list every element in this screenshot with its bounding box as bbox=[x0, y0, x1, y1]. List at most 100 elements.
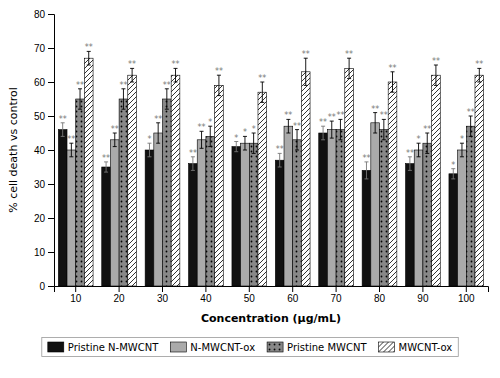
significance-star: ** bbox=[154, 115, 162, 124]
bar bbox=[301, 72, 310, 286]
y-tick: 10 bbox=[34, 247, 54, 258]
bar bbox=[284, 126, 293, 286]
y-tick-label: 40 bbox=[34, 145, 46, 156]
x-tick-label: 60 bbox=[287, 293, 299, 304]
x-axis: 102030405060708090100 bbox=[55, 286, 489, 304]
x-tick-label: 80 bbox=[374, 293, 386, 304]
error-bar bbox=[425, 133, 429, 153]
significance-star: ** bbox=[293, 122, 301, 131]
bar bbox=[163, 99, 172, 286]
error-bar bbox=[321, 126, 325, 140]
y-tick-mark bbox=[48, 14, 54, 15]
significance-star: ** bbox=[345, 50, 353, 59]
error-bar bbox=[252, 133, 256, 153]
error-bar bbox=[61, 123, 65, 137]
x-tick-label: 100 bbox=[458, 293, 475, 304]
x-tick-label: 40 bbox=[200, 293, 212, 304]
bar bbox=[380, 130, 389, 286]
legend-label: Pristine N-MWCNT bbox=[68, 342, 159, 353]
significance-star: ** bbox=[189, 149, 197, 158]
y-tick: 60 bbox=[34, 77, 54, 88]
error-bar bbox=[347, 58, 351, 78]
y-tick-mark bbox=[48, 82, 54, 83]
significance-star: ** bbox=[380, 111, 388, 120]
bar bbox=[275, 160, 284, 286]
error-bar bbox=[208, 126, 212, 146]
significance-star: ** bbox=[215, 67, 223, 76]
x-tick-mark bbox=[119, 286, 120, 292]
bar bbox=[362, 170, 371, 286]
bar bbox=[241, 143, 250, 286]
x-tick-mark bbox=[75, 286, 76, 292]
significance-star: ** bbox=[128, 60, 136, 69]
bar bbox=[189, 164, 198, 286]
y-axis-title: % cell death vs control bbox=[7, 87, 20, 213]
bar bbox=[145, 150, 154, 286]
error-bar bbox=[217, 75, 221, 95]
y-tick-mark bbox=[48, 184, 54, 185]
x-tick-mark bbox=[249, 286, 250, 292]
error-bar bbox=[469, 116, 473, 136]
y-tick-mark bbox=[48, 252, 54, 253]
legend-item: Pristine MWCNT bbox=[267, 342, 367, 353]
y-tick-mark bbox=[48, 286, 54, 287]
x-tick: 40 bbox=[200, 286, 212, 304]
significance-star: * bbox=[243, 128, 247, 137]
bar bbox=[449, 174, 458, 286]
y-tick: 70 bbox=[34, 43, 54, 54]
significance-star: * bbox=[252, 125, 256, 134]
significance-star: ** bbox=[389, 64, 397, 73]
bar bbox=[466, 126, 475, 286]
significance-star: ** bbox=[111, 125, 119, 134]
y-tick-label: 60 bbox=[34, 77, 46, 88]
bar bbox=[154, 133, 163, 286]
significance-star: ** bbox=[371, 105, 379, 114]
error-bar bbox=[382, 119, 386, 139]
y-tick: 20 bbox=[34, 213, 54, 224]
error-bar bbox=[338, 119, 342, 139]
bar bbox=[432, 75, 441, 286]
significance-star: ** bbox=[85, 43, 93, 52]
bar bbox=[102, 167, 111, 286]
bar bbox=[249, 143, 258, 286]
significance-star: ** bbox=[423, 125, 431, 134]
error-bar bbox=[156, 123, 160, 143]
y-tick: 80 bbox=[34, 9, 54, 20]
error-bar bbox=[191, 157, 195, 171]
x-tick: 70 bbox=[331, 286, 343, 304]
error-bar bbox=[391, 72, 395, 92]
x-tick-label: 50 bbox=[244, 293, 256, 304]
significance-star: ** bbox=[198, 123, 206, 132]
error-bar bbox=[200, 131, 204, 148]
legend-item: N-MWCNT-ox bbox=[170, 342, 255, 353]
y-tick: 50 bbox=[34, 111, 54, 122]
y-tick-label: 30 bbox=[34, 179, 46, 190]
x-tick-label: 90 bbox=[417, 293, 429, 304]
significance-star: * bbox=[147, 135, 151, 144]
y-tick-label: 80 bbox=[34, 9, 46, 20]
chart: 01020304050607080102030405060708090100**… bbox=[0, 0, 500, 378]
error-bar bbox=[147, 143, 151, 157]
y-axis-line bbox=[48, 15, 55, 287]
x-tick-label: 30 bbox=[157, 293, 169, 304]
legend: Pristine N-MWCNT N-MWCNT-ox Pristine MWCNT… bbox=[42, 338, 458, 357]
y-tick-label: 70 bbox=[34, 43, 46, 54]
y-tick-label: 0 bbox=[39, 281, 45, 292]
bar bbox=[119, 99, 128, 286]
bar bbox=[336, 130, 345, 286]
error-bar bbox=[243, 136, 247, 150]
bar bbox=[84, 58, 93, 286]
error-bar bbox=[113, 133, 117, 147]
y-tick-label: 50 bbox=[34, 111, 46, 122]
legend-swatch bbox=[379, 342, 395, 352]
significance-star: ** bbox=[258, 74, 266, 83]
significance-star: * bbox=[234, 134, 238, 143]
legend-swatch bbox=[170, 342, 186, 352]
bar bbox=[67, 150, 76, 286]
error-bar bbox=[260, 82, 264, 102]
significance-star: ** bbox=[328, 113, 336, 122]
error-bar bbox=[121, 89, 125, 109]
legend-label: Pristine MWCNT bbox=[287, 342, 367, 353]
error-bar bbox=[87, 51, 91, 65]
y-tick-mark bbox=[48, 150, 54, 151]
